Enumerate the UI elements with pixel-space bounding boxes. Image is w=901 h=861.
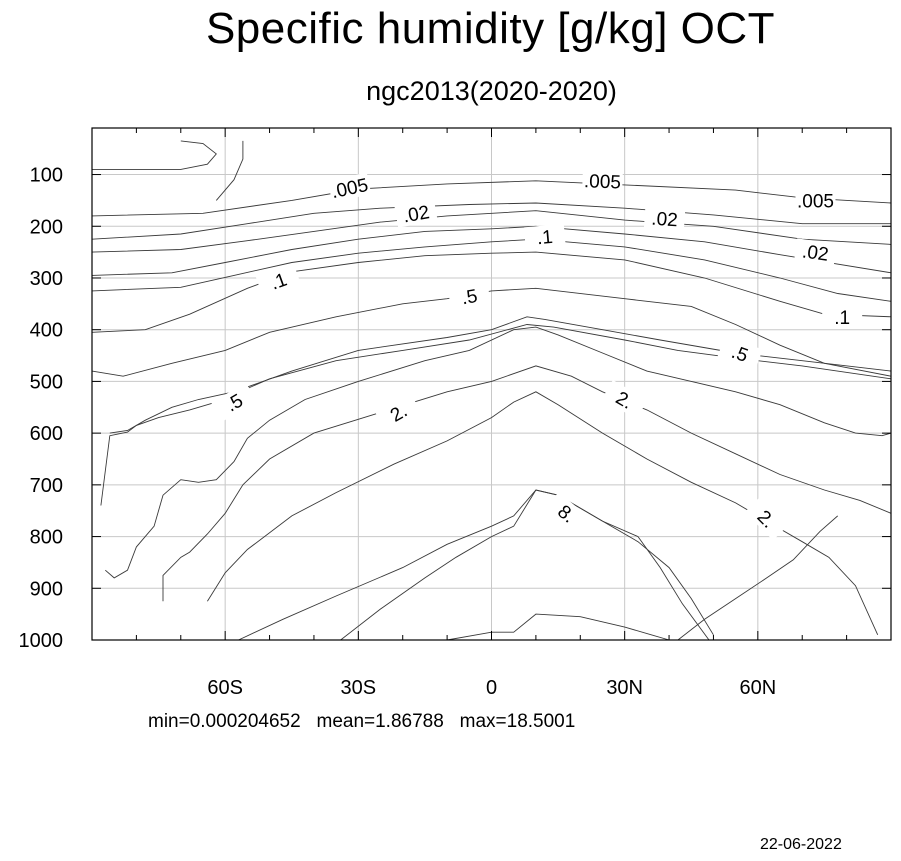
- contour-line: [91, 210, 892, 253]
- contour-labels: .005 .005 .005 .02 .02 .02 .1 .1 .1 .5 .5 .5 2. 2. 2. 8…: [211, 169, 863, 541]
- contour-label: .1: [268, 269, 290, 294]
- stats-summary: min=0.000204652 mean=1.86788 max=18.5001: [148, 711, 576, 732]
- contour-label-group: .005: [582, 169, 623, 193]
- contour-lines: [91, 140, 892, 641]
- grid-lines: [92, 128, 891, 640]
- contour-label-group: 2.: [744, 496, 789, 541]
- contour-label-group: .02: [794, 238, 837, 266]
- contour-label-bg: [255, 263, 301, 298]
- date-stamp: 22-06-2022: [760, 836, 842, 853]
- contour-label-group: .1: [255, 263, 301, 298]
- y-tick-label: 200: [30, 216, 63, 238]
- y-tick-label: 600: [30, 423, 63, 445]
- contour-line: [91, 180, 892, 217]
- y-tick-label: 500: [30, 371, 63, 393]
- contour-label-bg: [717, 335, 763, 371]
- contour-label-bg: [394, 198, 438, 228]
- contour-label-group: .1: [523, 223, 566, 250]
- contour-label-group: .005: [795, 189, 836, 212]
- x-tick-label: 30N: [606, 677, 643, 699]
- chart-subtitle: ngc2013(2020-2020): [366, 76, 617, 106]
- contour-label: .005: [330, 175, 371, 203]
- contour-label-group: .5: [717, 335, 763, 371]
- contour-line: [91, 238, 892, 302]
- x-tick-label: 60N: [739, 677, 776, 699]
- contour-line: [91, 202, 891, 240]
- contour-label-group: .1: [822, 305, 863, 329]
- contour-line: [340, 489, 710, 641]
- contour-label-bg: [744, 496, 789, 541]
- contour-label-group: 2.: [375, 392, 422, 432]
- y-tick-label: 300: [30, 268, 63, 290]
- y-tick-label: 1000: [19, 630, 64, 652]
- contour-label: .5: [729, 342, 751, 367]
- contour-line: [109, 316, 892, 434]
- y-tick-label: 400: [30, 320, 63, 342]
- contour-line: [238, 489, 714, 641]
- contour-line: [91, 251, 892, 333]
- contour-label: .005: [584, 171, 622, 193]
- contour-label: .005: [797, 191, 834, 212]
- x-tick-label: 60S: [207, 677, 243, 699]
- contour-line: [100, 324, 892, 506]
- contour-label-bg: [794, 238, 837, 266]
- axes: 60S 30S 0 30N 60N 100 200 300 400 500 600 700 800 900…: [19, 127, 892, 699]
- contour-label-group: .02: [643, 206, 686, 232]
- contour-label: .1: [536, 227, 554, 249]
- x-tick-label: 30S: [341, 677, 377, 699]
- contour-label-group: 2.: [601, 379, 648, 420]
- contour-label-group: .5: [211, 382, 257, 422]
- contour-label-bg: [375, 392, 422, 432]
- contour-line: [447, 613, 670, 641]
- y-tick-label: 800: [30, 527, 63, 549]
- contour-line: [207, 391, 879, 635]
- contour-label-bg: [582, 169, 623, 193]
- contour-label: .1: [834, 308, 850, 329]
- contour-label-group: .5: [447, 281, 491, 311]
- contour-line: [92, 140, 217, 170]
- contour-label-bg: [211, 382, 257, 422]
- y-tick-label: 700: [30, 475, 63, 497]
- contour-label-bg: [327, 172, 372, 203]
- x-tick-label: 0: [486, 677, 497, 699]
- contour-line: [105, 326, 892, 579]
- contour-line: [215, 140, 244, 201]
- contour-line: [162, 365, 892, 602]
- contour-label: .02: [801, 241, 830, 265]
- contour-label: .02: [651, 209, 679, 232]
- contour-label-bg: [795, 189, 836, 212]
- contour-line: [677, 515, 838, 641]
- contour-label: .5: [460, 286, 479, 309]
- contour-label-group: .02: [394, 198, 438, 228]
- contour-label-bg: [822, 305, 863, 328]
- contour-label-bg: [447, 281, 491, 311]
- contour-label: .02: [401, 202, 431, 227]
- y-tick-label: 900: [30, 578, 63, 600]
- contour-line: [91, 225, 892, 276]
- chart-title: Specific humidity [g/kg] OCT: [205, 4, 776, 53]
- y-tick-label: 100: [30, 165, 63, 187]
- contour-label-bg: [643, 206, 686, 231]
- contour-label-bg: [544, 492, 590, 535]
- contour-label-group: .005: [327, 172, 372, 203]
- contour-label-group: 8.: [544, 492, 590, 535]
- contour-label-bg: [523, 223, 566, 250]
- contour-label-bg: [601, 379, 648, 420]
